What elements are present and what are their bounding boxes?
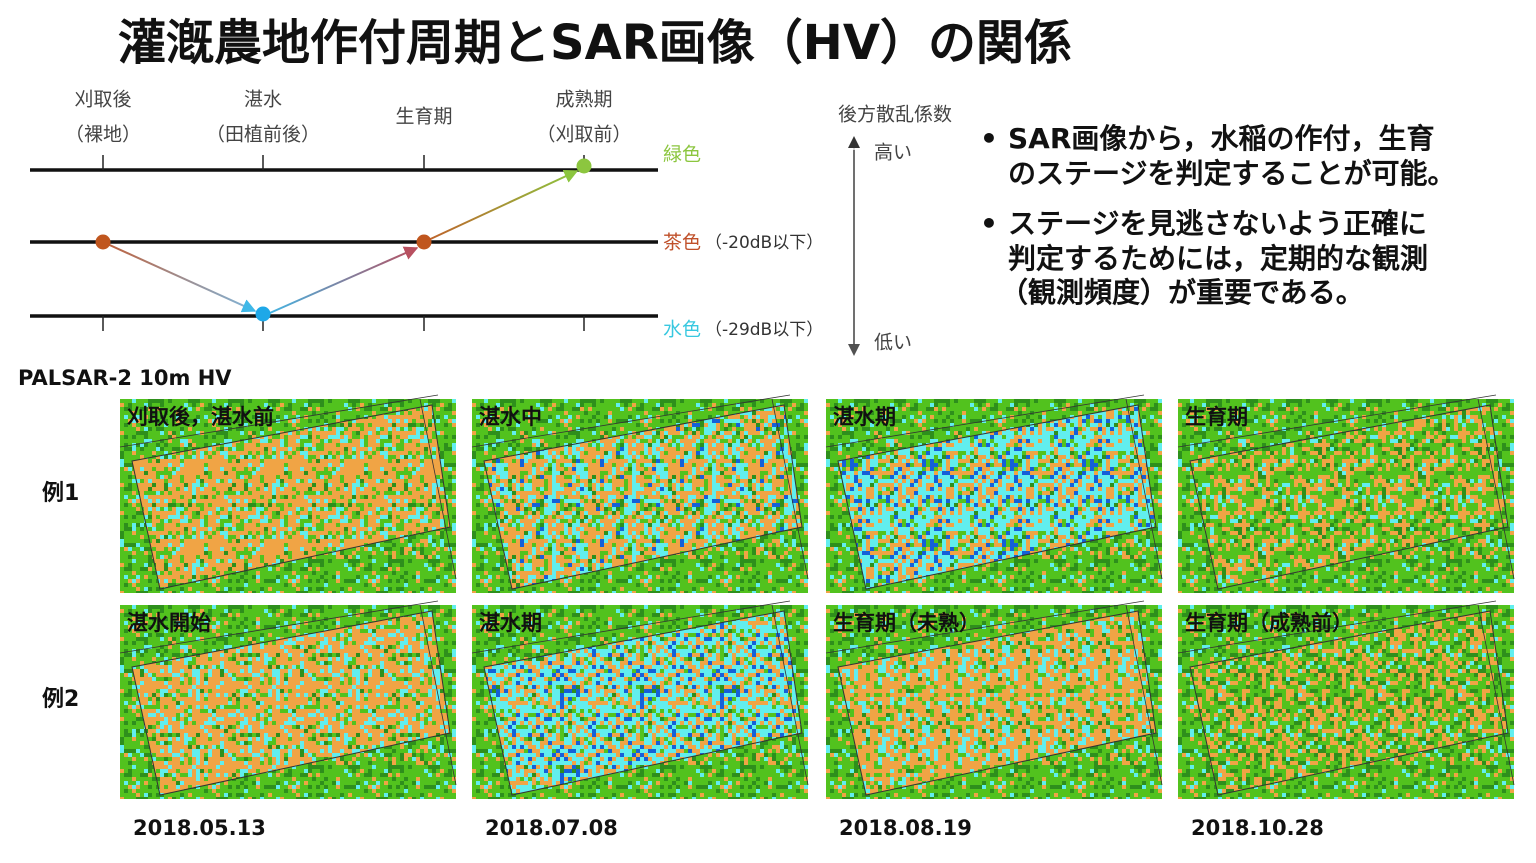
sar-image: 生育期 (1177, 394, 1515, 593)
sar-image: 生育期（未熟） (825, 600, 1163, 799)
field-boundary (1125, 398, 1163, 580)
field-boundary (1477, 604, 1515, 786)
panel-label: 刈取後，湛水前 (127, 405, 274, 429)
row-label: 例1 (42, 481, 79, 506)
stage-sub: （田植前後） (206, 124, 320, 146)
axis-low: 低い (874, 332, 912, 354)
field-boundary (419, 604, 457, 786)
panel-label: 湛水中 (479, 405, 542, 429)
sar-image: 湛水中 (471, 394, 809, 593)
stage-sub: （裸地） (65, 124, 141, 146)
transition-arrow (423, 169, 579, 243)
stage-sub: （刈取前） (536, 124, 631, 146)
stage-point (95, 234, 111, 250)
field-boundary (825, 394, 1145, 448)
field-area (131, 404, 451, 590)
axis-high: 高い (874, 142, 912, 164)
panel-label: 生育期 (1185, 405, 1248, 429)
field-area (837, 404, 1157, 590)
bullet-line: のステージを判定することが可能。 (1008, 157, 1455, 190)
sensor-label: PALSAR-2 10m HV (18, 366, 232, 390)
field-boundary (1125, 604, 1163, 786)
field-boundary (771, 604, 809, 786)
field-area (837, 610, 1157, 796)
level-label: 水色 (663, 319, 701, 341)
bullet-line: 判定するためには，定期的な観測 (1008, 242, 1428, 275)
cycle-diagram: 刈取後 （裸地） 湛水 （田植前後） 生育期 成熟期 （刈取前） 緑色 茶色 （… (30, 89, 952, 356)
field-boundary (119, 600, 439, 654)
sar-image: 湛水開始 (119, 600, 457, 799)
bullet-list: • SAR画像から，水稲の作付，生育 のステージを判定することが可能。 • ステ… (980, 122, 1455, 309)
stage-point (576, 158, 592, 174)
stage-label: 刈取後 (74, 89, 131, 111)
field-boundary (1177, 600, 1497, 654)
field-boundary (471, 394, 791, 448)
field-boundary (419, 398, 457, 580)
panel-label: 生育期（成熟前） (1185, 611, 1353, 635)
sar-image: 生育期（成熟前） (1177, 600, 1515, 799)
stage-point (255, 306, 271, 322)
stage-point (416, 234, 432, 250)
bullet-line: ステージを見逃さないよう正確に (1008, 207, 1427, 240)
date-label: 2018.05.13 (133, 816, 266, 840)
stage-label: 成熟期 (555, 89, 612, 111)
field-area (131, 610, 451, 796)
date-label: 2018.10.28 (1191, 816, 1324, 840)
bullet-marker: • (980, 122, 998, 155)
field-boundary (119, 394, 439, 448)
row-label: 例2 (42, 687, 79, 712)
field-area (1189, 404, 1509, 590)
field-boundary (471, 600, 791, 654)
panel-label: 湛水開始 (127, 611, 211, 635)
transition-arrow (102, 241, 257, 313)
bullet-line: SAR画像から，水稲の作付，生育 (1008, 122, 1435, 155)
axis-title: 後方散乱係数 (838, 104, 952, 126)
level-label: 茶色 (663, 232, 701, 254)
field-boundary (825, 600, 1145, 654)
panel-label: 生育期（未熟） (833, 611, 980, 635)
transition-arrow (262, 246, 419, 317)
field-boundary (1477, 398, 1515, 580)
field-area (483, 610, 803, 796)
panel-label: 湛水期 (479, 611, 542, 635)
field-area (483, 404, 803, 590)
level-label: 緑色 (663, 144, 701, 166)
stage-label: 生育期 (395, 106, 452, 128)
title: 灌漑農地作付周期とSAR画像（HV）の関係 (118, 15, 1072, 71)
sar-image: 湛水期 (471, 600, 809, 799)
date-label: 2018.08.19 (839, 816, 972, 840)
field-boundary (1177, 394, 1497, 448)
field-boundary (771, 398, 809, 580)
bullet-marker: • (980, 207, 998, 240)
sar-image: 湛水期 (825, 394, 1163, 593)
panel-label: 湛水期 (833, 405, 896, 429)
sar-image: 刈取後，湛水前 (119, 394, 457, 593)
date-label: 2018.07.08 (485, 816, 618, 840)
level-note: （-20dB以下） (705, 233, 823, 253)
level-note: （-29dB以下） (705, 320, 823, 340)
field-area (1189, 610, 1509, 796)
stage-label: 湛水 (244, 89, 282, 111)
bullet-line: （観測頻度）が重要である。 (1000, 276, 1364, 309)
